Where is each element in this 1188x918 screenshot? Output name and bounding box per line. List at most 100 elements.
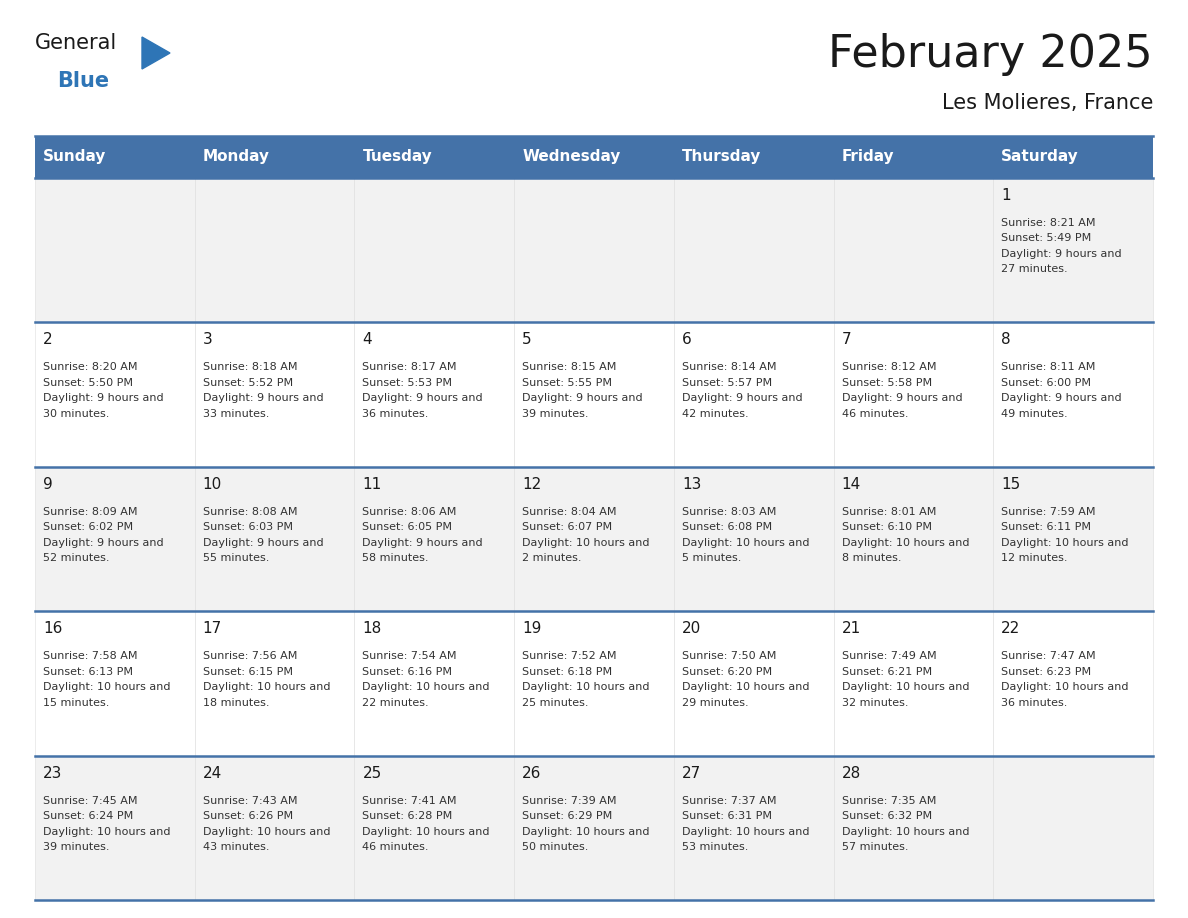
- Text: 8 minutes.: 8 minutes.: [841, 554, 901, 564]
- Text: Sunrise: 7:47 AM: Sunrise: 7:47 AM: [1001, 651, 1095, 661]
- Text: 28: 28: [841, 766, 861, 780]
- Text: 18: 18: [362, 621, 381, 636]
- Text: Daylight: 10 hours and: Daylight: 10 hours and: [203, 826, 330, 836]
- Text: 46 minutes.: 46 minutes.: [841, 409, 908, 419]
- Text: 12 minutes.: 12 minutes.: [1001, 554, 1068, 564]
- Text: Sunset: 6:23 PM: Sunset: 6:23 PM: [1001, 666, 1092, 677]
- Bar: [354, 466, 514, 611]
- Text: 29 minutes.: 29 minutes.: [682, 698, 748, 708]
- Text: 20: 20: [682, 621, 701, 636]
- Text: Sunrise: 7:58 AM: Sunrise: 7:58 AM: [43, 651, 138, 661]
- Text: Sunset: 6:32 PM: Sunset: 6:32 PM: [841, 812, 931, 821]
- Text: 16: 16: [43, 621, 63, 636]
- Text: 58 minutes.: 58 minutes.: [362, 554, 429, 564]
- Text: Sunrise: 7:49 AM: Sunrise: 7:49 AM: [841, 651, 936, 661]
- Text: 52 minutes.: 52 minutes.: [43, 554, 109, 564]
- Bar: [993, 611, 1154, 756]
- Bar: [34, 466, 195, 611]
- Bar: [34, 136, 195, 178]
- Text: 5 minutes.: 5 minutes.: [682, 554, 741, 564]
- Text: Daylight: 9 hours and: Daylight: 9 hours and: [203, 394, 323, 403]
- Text: 6: 6: [682, 332, 691, 347]
- Text: Sunset: 5:57 PM: Sunset: 5:57 PM: [682, 378, 772, 388]
- Text: 26: 26: [523, 766, 542, 780]
- Bar: [34, 178, 195, 322]
- Text: February 2025: February 2025: [828, 33, 1154, 76]
- Text: Les Molieres, France: Les Molieres, France: [942, 93, 1154, 113]
- Text: 36 minutes.: 36 minutes.: [362, 409, 429, 419]
- Text: 12: 12: [523, 476, 542, 492]
- Text: Sunrise: 8:18 AM: Sunrise: 8:18 AM: [203, 363, 297, 373]
- Text: Sunset: 5:50 PM: Sunset: 5:50 PM: [43, 378, 133, 388]
- Text: Sunrise: 7:43 AM: Sunrise: 7:43 AM: [203, 796, 297, 806]
- Text: Daylight: 10 hours and: Daylight: 10 hours and: [1001, 538, 1129, 548]
- Text: Daylight: 10 hours and: Daylight: 10 hours and: [362, 826, 489, 836]
- Text: Blue: Blue: [57, 71, 109, 91]
- Text: Daylight: 10 hours and: Daylight: 10 hours and: [841, 682, 969, 692]
- Text: Sunset: 5:49 PM: Sunset: 5:49 PM: [1001, 233, 1092, 243]
- Text: 36 minutes.: 36 minutes.: [1001, 698, 1068, 708]
- Text: 39 minutes.: 39 minutes.: [43, 842, 109, 852]
- Bar: [354, 136, 514, 178]
- Text: Sunrise: 8:15 AM: Sunrise: 8:15 AM: [523, 363, 617, 373]
- Bar: [674, 136, 834, 178]
- Text: Saturday: Saturday: [1001, 150, 1079, 164]
- Text: Daylight: 10 hours and: Daylight: 10 hours and: [682, 682, 809, 692]
- Text: Sunset: 6:16 PM: Sunset: 6:16 PM: [362, 666, 453, 677]
- Text: Sunset: 5:53 PM: Sunset: 5:53 PM: [362, 378, 453, 388]
- Text: Daylight: 10 hours and: Daylight: 10 hours and: [1001, 682, 1129, 692]
- Bar: [834, 611, 993, 756]
- Text: Sunset: 5:58 PM: Sunset: 5:58 PM: [841, 378, 931, 388]
- Text: Sunset: 6:05 PM: Sunset: 6:05 PM: [362, 522, 453, 532]
- Text: Sunset: 6:28 PM: Sunset: 6:28 PM: [362, 812, 453, 821]
- Text: 32 minutes.: 32 minutes.: [841, 698, 908, 708]
- Text: Sunrise: 7:54 AM: Sunrise: 7:54 AM: [362, 651, 457, 661]
- Text: Daylight: 9 hours and: Daylight: 9 hours and: [43, 538, 164, 548]
- Bar: [674, 322, 834, 466]
- Bar: [993, 136, 1154, 178]
- Text: Sunset: 6:31 PM: Sunset: 6:31 PM: [682, 812, 772, 821]
- Bar: [993, 322, 1154, 466]
- Bar: [195, 136, 354, 178]
- Polygon shape: [143, 37, 170, 69]
- Bar: [195, 611, 354, 756]
- Text: 57 minutes.: 57 minutes.: [841, 842, 908, 852]
- Bar: [993, 178, 1154, 322]
- Text: Daylight: 10 hours and: Daylight: 10 hours and: [523, 538, 650, 548]
- Text: Sunset: 6:20 PM: Sunset: 6:20 PM: [682, 666, 772, 677]
- Text: Sunset: 6:07 PM: Sunset: 6:07 PM: [523, 522, 612, 532]
- Text: 14: 14: [841, 476, 861, 492]
- Text: Sunset: 6:11 PM: Sunset: 6:11 PM: [1001, 522, 1092, 532]
- Text: Sunset: 5:52 PM: Sunset: 5:52 PM: [203, 378, 292, 388]
- Text: 9: 9: [43, 476, 52, 492]
- Text: Sunset: 6:24 PM: Sunset: 6:24 PM: [43, 812, 133, 821]
- Bar: [834, 466, 993, 611]
- Text: Sunrise: 8:12 AM: Sunrise: 8:12 AM: [841, 363, 936, 373]
- Text: Sunset: 6:29 PM: Sunset: 6:29 PM: [523, 812, 612, 821]
- Text: 49 minutes.: 49 minutes.: [1001, 409, 1068, 419]
- Text: Sunrise: 7:41 AM: Sunrise: 7:41 AM: [362, 796, 457, 806]
- Bar: [195, 322, 354, 466]
- Text: Daylight: 10 hours and: Daylight: 10 hours and: [523, 682, 650, 692]
- Text: Daylight: 10 hours and: Daylight: 10 hours and: [841, 538, 969, 548]
- Text: 3: 3: [203, 332, 213, 347]
- Text: Sunrise: 7:59 AM: Sunrise: 7:59 AM: [1001, 507, 1095, 517]
- Bar: [514, 178, 674, 322]
- Bar: [354, 322, 514, 466]
- Text: 11: 11: [362, 476, 381, 492]
- Text: Daylight: 10 hours and: Daylight: 10 hours and: [203, 682, 330, 692]
- Text: 15: 15: [1001, 476, 1020, 492]
- Text: Sunrise: 7:56 AM: Sunrise: 7:56 AM: [203, 651, 297, 661]
- Text: 22: 22: [1001, 621, 1020, 636]
- Text: Daylight: 9 hours and: Daylight: 9 hours and: [1001, 249, 1121, 259]
- Text: Sunrise: 8:01 AM: Sunrise: 8:01 AM: [841, 507, 936, 517]
- Text: 18 minutes.: 18 minutes.: [203, 698, 270, 708]
- Bar: [514, 136, 674, 178]
- Bar: [34, 322, 195, 466]
- Text: Daylight: 10 hours and: Daylight: 10 hours and: [682, 826, 809, 836]
- Text: 8: 8: [1001, 332, 1011, 347]
- Bar: [674, 466, 834, 611]
- Text: Tuesday: Tuesday: [362, 150, 432, 164]
- Bar: [834, 322, 993, 466]
- Text: Sunrise: 7:37 AM: Sunrise: 7:37 AM: [682, 796, 776, 806]
